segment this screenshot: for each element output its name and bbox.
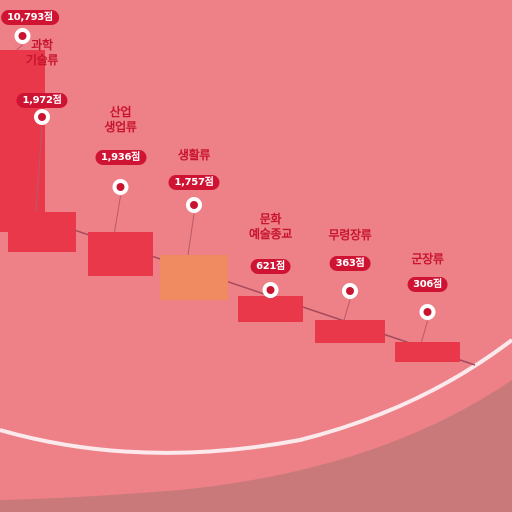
stem-1	[35, 125, 43, 213]
category-label-4: 문화 예술종교	[249, 212, 292, 241]
bar-1	[8, 212, 76, 252]
stem-6	[421, 320, 428, 343]
bar-6	[395, 342, 460, 362]
outer-ring	[0, 338, 512, 455]
bar-4	[238, 296, 303, 322]
value-pill-4: 621점	[250, 259, 291, 274]
category-label-2: 산업 생업류	[104, 105, 137, 134]
stems-layer	[16, 44, 428, 343]
marker-dot-core-0	[18, 32, 27, 40]
category-label-3: 생활류	[177, 148, 211, 162]
stem-5	[343, 299, 351, 321]
category-label-6: 군장류	[411, 252, 444, 266]
stem-0	[16, 44, 23, 51]
value-pill-3: 1,757점	[168, 175, 220, 190]
bar-0	[0, 50, 45, 232]
stem-2	[114, 195, 121, 233]
bar-5	[315, 320, 385, 343]
marker-dot-core-2	[116, 183, 125, 191]
marker-dot-core-6	[423, 308, 432, 316]
bars-layer	[0, 50, 460, 362]
marker-dot-core-3	[190, 201, 198, 209]
stem-3	[187, 213, 195, 256]
category-label-1: 과학 기술류	[25, 38, 59, 67]
value-pill-6: 306점	[407, 277, 448, 292]
bar-2	[88, 232, 153, 276]
dots-layer	[14, 28, 436, 320]
baseline	[0, 204, 476, 366]
marker-dot-core-5	[346, 287, 354, 295]
value-pill-5: 363점	[329, 256, 371, 271]
category-label-5: 무령장류	[328, 228, 372, 242]
value-pill-1: 1,972점	[16, 93, 68, 108]
value-pill-0: 10,793점	[1, 10, 59, 25]
marker-dot-core-1	[38, 113, 46, 121]
value-pill-2: 1,936점	[94, 150, 147, 165]
marker-dot-core-4	[266, 286, 275, 294]
stem-4	[264, 295, 271, 300]
bar-3	[160, 255, 228, 300]
poster-sheet	[0, 0, 512, 500]
